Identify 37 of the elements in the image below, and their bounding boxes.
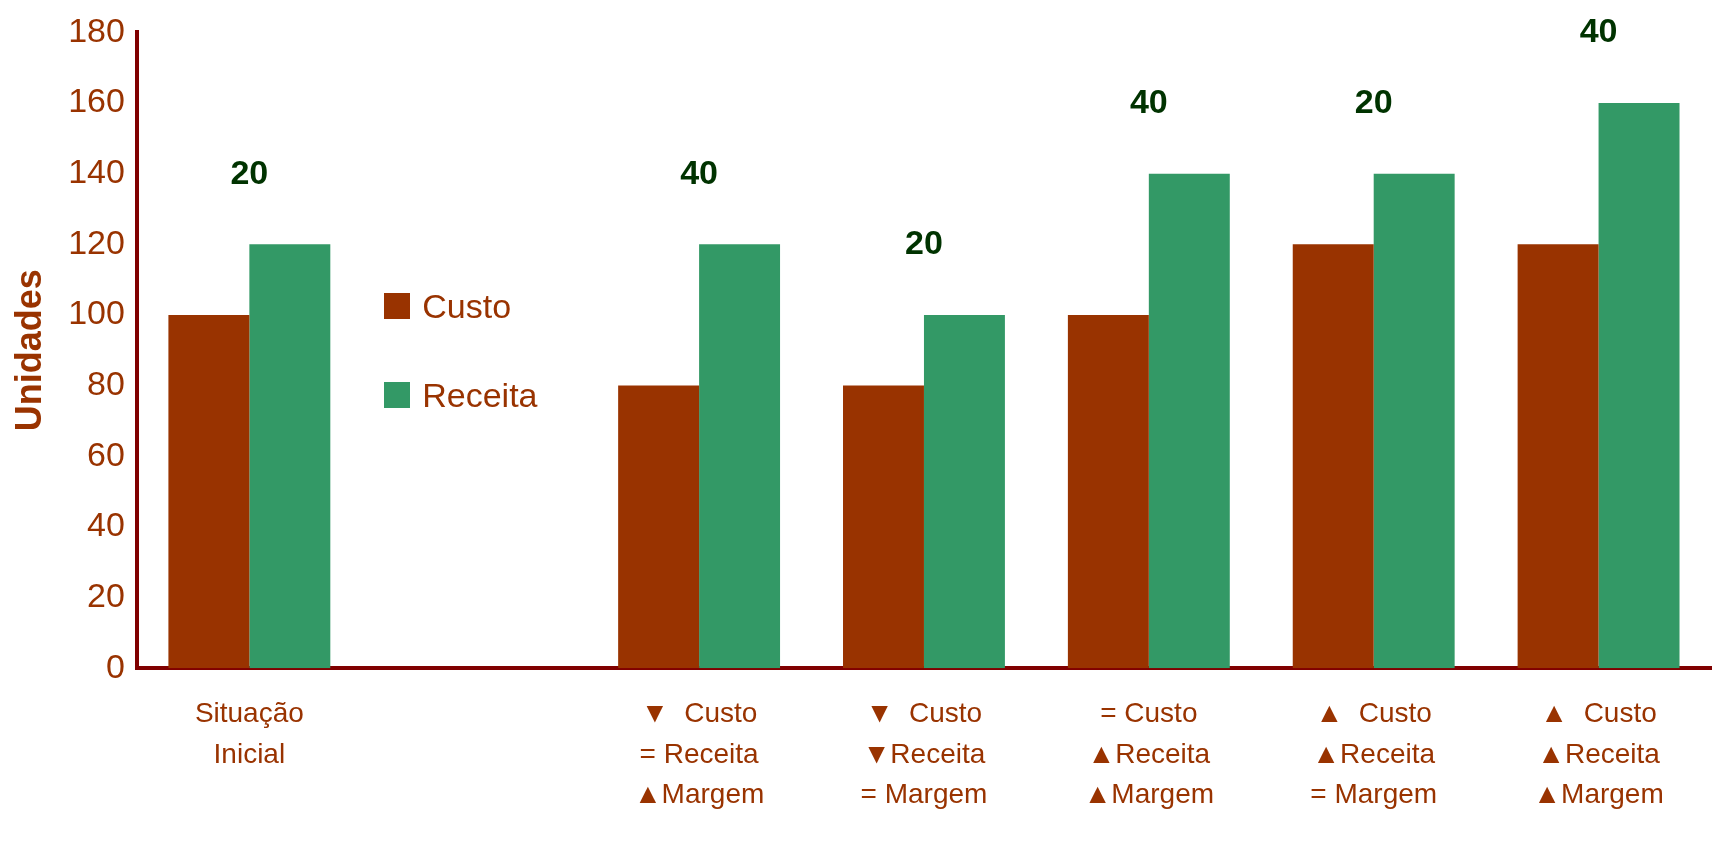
bar (1292, 244, 1374, 669)
bar (843, 385, 924, 669)
y-tick-label: 120 (68, 222, 125, 261)
x-tick-label: ▲ Custo ▲Receita = Margem (1310, 697, 1438, 810)
annotation: 40 (680, 152, 719, 191)
y-tick-label: 80 (87, 364, 125, 402)
x-tick-label: ▲ Custo ▲Receita ▲Margem (1533, 697, 1664, 810)
x-tick-label: ▼ Custo ▼Receita = Margem (860, 697, 988, 810)
y-tick-label: 40 (87, 505, 125, 544)
annotation: 20 (230, 152, 269, 191)
x-tick-label: = Custo ▲Receita ▲Margem (1083, 697, 1215, 810)
x-tick-label: ▼ Custo = Receita ▲Margem (633, 697, 765, 810)
y-tick-label: 60 (87, 434, 125, 473)
bar (1373, 173, 1455, 669)
annotation: 40 (1579, 11, 1618, 50)
bar (1598, 103, 1680, 669)
bar (249, 244, 331, 669)
annotation: 20 (1354, 82, 1393, 121)
bar (1148, 173, 1230, 669)
y-axis-title: Unidades (7, 269, 49, 432)
bar (699, 244, 781, 669)
y-tick-label: 20 (87, 575, 125, 614)
bar (1067, 314, 1149, 669)
y-tick-label: 100 (68, 293, 125, 332)
bar (923, 314, 1005, 669)
y-tick-label: 180 (68, 10, 125, 49)
bar (618, 385, 700, 669)
annotation: 20 (905, 223, 943, 262)
y-tick-label: 140 (68, 152, 125, 191)
legend-label: Custo (422, 286, 512, 326)
x-tick-label: Situação Inicial (194, 697, 304, 769)
bar (1517, 244, 1599, 669)
y-tick-label: 0 (106, 646, 125, 685)
legend-label: Receita (422, 375, 538, 415)
annotation: 40 (1129, 82, 1168, 121)
y-tick-label: 160 (68, 81, 125, 120)
bar (168, 314, 250, 669)
